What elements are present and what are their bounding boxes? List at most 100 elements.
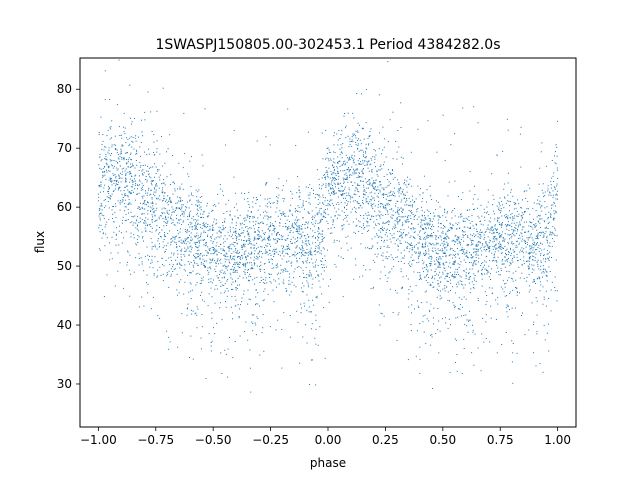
data-point [130,192,132,194]
data-point [325,185,327,187]
data-point [172,193,174,195]
data-point [322,247,324,249]
data-point [201,326,203,328]
data-point [516,292,518,294]
data-point [246,230,248,232]
data-point [308,286,310,288]
data-point [235,203,237,205]
data-point [540,265,542,267]
data-point [423,228,425,230]
data-point [105,156,107,158]
data-point [196,208,198,210]
data-point [406,186,408,188]
data-point [296,310,298,312]
data-point [490,305,492,307]
data-point [458,227,460,229]
data-point [469,190,471,192]
data-point [532,208,534,210]
data-point [472,263,474,265]
data-point [144,200,146,202]
data-point [479,248,481,250]
data-point [504,238,506,240]
data-point [119,135,121,136]
data-point [198,240,200,242]
data-point [304,243,306,245]
data-point [290,227,292,229]
data-point [443,237,444,239]
data-point [469,282,471,284]
data-point [424,246,426,248]
data-point [168,257,170,259]
data-point [123,112,125,114]
data-point [469,171,471,173]
data-point [308,311,310,313]
data-point [497,220,499,221]
data-point [130,236,132,238]
data-point [506,270,508,272]
data-point [196,229,198,230]
data-point [292,224,294,226]
data-point [231,289,232,290]
data-point [483,234,485,236]
data-point [530,225,532,227]
data-point [537,263,539,265]
data-point [334,179,336,181]
data-point [404,204,406,206]
data-point [308,212,310,214]
data-point [179,201,181,202]
data-point [314,337,316,339]
data-point [454,133,456,135]
data-point [210,345,212,347]
data-point [555,163,557,165]
data-point [281,329,283,330]
data-point [371,195,373,197]
data-point [505,202,507,204]
data-point [417,272,419,274]
data-point [263,290,265,292]
data-point [543,234,545,236]
data-point [447,236,449,238]
data-point [537,220,539,222]
data-point [292,226,294,228]
data-point [247,272,248,273]
data-point [285,269,287,271]
data-point [494,218,496,220]
data-point [521,315,522,317]
data-point [357,201,359,203]
data-point [540,269,542,271]
data-point [419,238,421,240]
data-point [437,290,439,291]
data-point [544,339,546,341]
data-point [556,146,558,148]
data-point [516,294,518,296]
data-point [550,184,552,186]
data-point [363,196,364,198]
data-point [515,207,517,209]
data-point [208,333,210,335]
data-point [325,266,327,268]
data-point [169,341,171,343]
data-point [551,231,553,233]
data-point [359,226,361,227]
data-point [427,235,429,237]
data-point [512,261,514,263]
data-point [344,186,346,188]
data-point [501,263,503,265]
data-point [429,235,431,237]
data-point [364,178,366,180]
data-point [378,169,380,171]
data-point [549,192,551,194]
data-point [299,195,301,197]
data-point [132,216,134,218]
data-point [521,215,523,217]
data-point [432,243,434,245]
data-point [310,228,311,230]
data-point [437,267,439,268]
data-point [463,248,465,250]
data-point [268,236,270,238]
data-point [234,249,236,251]
data-point [203,264,205,266]
data-point [531,268,533,270]
data-point [222,194,224,196]
data-point [147,202,149,204]
